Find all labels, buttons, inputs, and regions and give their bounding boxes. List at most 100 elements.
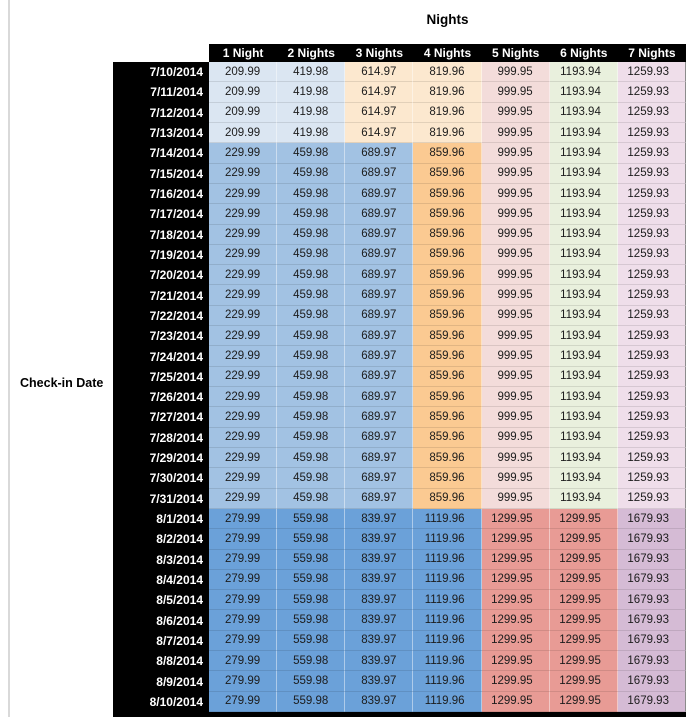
price-cell: 1259.93 <box>617 82 686 103</box>
price-cell: 1299.95 <box>481 671 550 692</box>
price-cell: 1299.95 <box>481 651 550 672</box>
price-cell: 819.96 <box>413 122 482 144</box>
price-cell: 689.97 <box>345 366 414 387</box>
table-row: 7/30/2014 229.99 459.98 689.97 859.96 999.95 1… <box>113 468 686 489</box>
row-date: 7/25/2014 <box>113 366 209 387</box>
row-date: 8/1/2014 <box>113 508 209 530</box>
price-cell: 839.97 <box>345 671 414 692</box>
price-cell: 459.98 <box>277 265 346 286</box>
price-cell: 1299.95 <box>549 691 618 712</box>
price-cell: 279.99 <box>209 630 278 652</box>
price-cell: 279.99 <box>209 651 278 672</box>
price-cell: 689.97 <box>345 346 414 367</box>
price-cell: 1259.93 <box>617 468 686 489</box>
table-row: 8/3/2014 279.99 559.98 839.97 1119.96 1299.95… <box>113 549 686 570</box>
row-date: 7/20/2014 <box>113 265 209 286</box>
price-cell: 1679.93 <box>617 569 686 591</box>
price-cell: 689.97 <box>345 265 414 286</box>
price-cell: 999.95 <box>481 204 550 225</box>
price-cell: 839.97 <box>345 691 414 712</box>
price-cell: 1259.93 <box>617 244 686 266</box>
price-cell: 839.97 <box>345 610 414 631</box>
price-cell: 1679.93 <box>617 671 686 692</box>
price-cell: 689.97 <box>345 326 414 347</box>
price-cell: 614.97 <box>345 82 414 103</box>
table-row: 7/13/2014 209.99 419.98 614.97 819.96 999.95 1… <box>113 122 686 144</box>
table-row: 7/17/2014 229.99 459.98 689.97 859.96 999.95 1… <box>113 204 686 225</box>
column-header: 2 Nights <box>287 46 335 60</box>
price-cell: 1119.96 <box>413 630 482 652</box>
price-cell: 999.95 <box>481 447 550 469</box>
price-cell: 859.96 <box>413 143 482 164</box>
header-row: 1 Night 2 Nights 3 Nights 4 Nights 5 Nights 6… <box>209 44 686 62</box>
price-cell: 419.98 <box>277 122 346 144</box>
row-date: 7/19/2014 <box>113 244 209 266</box>
price-cell: 459.98 <box>277 143 346 164</box>
price-cell: 999.95 <box>481 82 550 103</box>
price-cell: 689.97 <box>345 305 414 327</box>
price-cell: 459.98 <box>277 387 346 408</box>
price-cell: 999.95 <box>481 346 550 367</box>
price-cell: 999.95 <box>481 305 550 327</box>
price-cell: 839.97 <box>345 508 414 530</box>
table-row: 8/10/2014 279.99 559.98 839.97 1119.96 1299.9… <box>113 691 686 712</box>
row-date: 7/12/2014 <box>113 102 209 123</box>
price-cell: 1679.93 <box>617 508 686 530</box>
row-date: 7/27/2014 <box>113 407 209 428</box>
price-cell: 1299.95 <box>481 569 550 591</box>
price-cell: 209.99 <box>209 62 278 83</box>
price-cell: 1119.96 <box>413 651 482 672</box>
price-cell: 279.99 <box>209 508 278 530</box>
price-cell: 1259.93 <box>617 265 686 286</box>
price-cell: 999.95 <box>481 488 550 509</box>
price-cell: 1193.94 <box>549 366 618 387</box>
price-cell: 229.99 <box>209 183 278 205</box>
column-header: 4 Nights <box>423 46 472 60</box>
price-cell: 1193.94 <box>549 62 618 83</box>
price-cell: 859.96 <box>413 183 482 205</box>
price-cell: 839.97 <box>345 630 414 652</box>
row-date: 7/28/2014 <box>113 427 209 448</box>
row-date: 7/17/2014 <box>113 204 209 225</box>
price-cell: 1119.96 <box>413 610 482 631</box>
price-cell: 689.97 <box>345 447 414 469</box>
price-cell: 459.98 <box>277 346 346 367</box>
price-cell: 1119.96 <box>413 549 482 570</box>
table-row: 8/7/2014 279.99 559.98 839.97 1119.96 1299.95… <box>113 630 686 652</box>
price-cell: 1119.96 <box>413 569 482 591</box>
price-cell: 559.98 <box>277 671 346 692</box>
price-cell: 689.97 <box>345 224 414 245</box>
price-cell: 1259.93 <box>617 163 686 184</box>
price-cell: 839.97 <box>345 651 414 672</box>
table-row: 7/11/2014 209.99 419.98 614.97 819.96 999.95 1… <box>113 82 686 103</box>
price-cell: 459.98 <box>277 224 346 245</box>
row-date: 7/18/2014 <box>113 224 209 245</box>
price-cell: 229.99 <box>209 326 278 347</box>
price-cell: 999.95 <box>481 285 550 306</box>
column-header: 3 Nights <box>355 46 404 60</box>
price-cell: 859.96 <box>413 366 482 387</box>
price-cell: 1299.95 <box>549 630 618 652</box>
price-cell: 229.99 <box>209 447 278 469</box>
price-cell: 229.99 <box>209 143 278 164</box>
table-row: 7/21/2014 229.99 459.98 689.97 859.96 999.95 1… <box>113 285 686 306</box>
table-row: 8/4/2014 279.99 559.98 839.97 1119.96 1299.95… <box>113 569 686 591</box>
table-row: 8/6/2014 279.99 559.98 839.97 1119.96 1299.95… <box>113 610 686 631</box>
price-cell: 1119.96 <box>413 691 482 712</box>
row-date: 7/29/2014 <box>113 447 209 469</box>
price-cell: 1259.93 <box>617 143 686 164</box>
price-cell: 459.98 <box>277 163 346 184</box>
price-cell: 229.99 <box>209 305 278 327</box>
price-cell: 1193.94 <box>549 285 618 306</box>
table-row: 7/22/2014 229.99 459.98 689.97 859.96 999.95 1… <box>113 305 686 327</box>
row-date: 7/21/2014 <box>113 285 209 306</box>
price-cell: 999.95 <box>481 366 550 387</box>
price-cell: 229.99 <box>209 407 278 428</box>
price-cell: 229.99 <box>209 468 278 489</box>
row-axis-label: Check-in Date <box>20 376 104 390</box>
price-cell: 1299.95 <box>549 610 618 631</box>
price-cell: 1679.93 <box>617 529 686 550</box>
price-cell: 559.98 <box>277 569 346 591</box>
row-date: 7/23/2014 <box>113 326 209 347</box>
price-cell: 229.99 <box>209 265 278 286</box>
